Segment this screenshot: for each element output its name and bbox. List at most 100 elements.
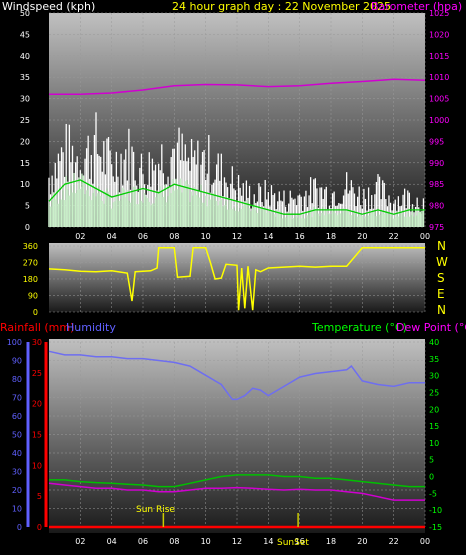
- temperature-axis-tick: -5: [429, 489, 437, 498]
- wind-axis-tick: 5: [25, 202, 30, 211]
- wind-axis-tick: 45: [20, 30, 30, 39]
- temp-x-tick: 12: [232, 537, 242, 546]
- humidity-axis-tick: 20: [12, 486, 22, 495]
- direction-axis-tick: 0: [33, 308, 38, 317]
- wind-title: Windspeed (kph): [2, 0, 95, 13]
- wind-axis-tick: 20: [20, 137, 30, 146]
- humidity-axis-tick: 50: [12, 431, 22, 440]
- barometer-axis-tick: 1015: [429, 52, 449, 61]
- temperature-axis-tick: 10: [429, 439, 439, 448]
- wind-x-tick: 06: [138, 232, 148, 241]
- wind-x-tick: 20: [357, 232, 367, 241]
- barometer-axis-tick: 975: [429, 223, 444, 232]
- temp-x-tick: 10: [201, 537, 211, 546]
- compass-n-top: N: [437, 239, 446, 253]
- wind-x-tick: 10: [201, 232, 211, 241]
- humidity-axis-tick: 90: [12, 357, 22, 366]
- rain-axis-tick: 5: [37, 492, 42, 501]
- direction-axis-tick: 90: [28, 292, 38, 301]
- humidity-axis-tick: 40: [12, 449, 22, 458]
- wind-x-tick: 02: [75, 232, 85, 241]
- humidity-axis-tick: 0: [17, 523, 22, 532]
- wind-x-tick: 12: [232, 232, 242, 241]
- wind-average-line: [48, 179, 425, 215]
- temperature-axis-tick: -15: [429, 523, 442, 532]
- wind-x-tick: 00: [420, 232, 430, 241]
- humidity-line: [48, 350, 425, 401]
- dewpoint-title: Dew Point (°C): [396, 321, 466, 334]
- temp-x-tick: 00: [420, 537, 430, 546]
- humidity-axis-tick: 70: [12, 394, 22, 403]
- direction-axis-tick: 360: [23, 242, 38, 251]
- rain-axis-tick: 10: [32, 461, 42, 470]
- wind-x-tick: 08: [169, 232, 179, 241]
- humidity-axis-tick: 80: [12, 375, 22, 384]
- barometer-line: [49, 78, 426, 96]
- temperature-axis-tick: 30: [429, 372, 439, 381]
- wind-axis-tick: 35: [20, 73, 30, 82]
- direction-axis-tick: 180: [23, 275, 38, 284]
- temp-x-tick: 18: [326, 537, 336, 546]
- humidity-axis-tick: 100: [7, 338, 22, 347]
- temperature-axis-tick: 15: [429, 422, 439, 431]
- rain-axis-tick: 30: [32, 338, 42, 347]
- wind-axis-tick: 15: [20, 159, 30, 168]
- barometer-axis-tick: 1010: [429, 73, 449, 82]
- dewpoint-line: [48, 482, 425, 501]
- temperature-axis-tick: 35: [429, 355, 439, 364]
- tick-labels: 0510152025303540455097598098599099510001…: [7, 9, 450, 546]
- temperature-axis-tick: 5: [429, 456, 434, 465]
- barometer-axis-tick: 1020: [429, 30, 449, 39]
- barometer-axis-tick: 1000: [429, 116, 449, 125]
- wind-direction-line: [48, 247, 425, 311]
- rain-axis-tick: 25: [32, 369, 42, 378]
- temperature-line: [49, 474, 425, 488]
- barometer-axis-tick: 980: [429, 202, 444, 211]
- compass-s: S: [437, 271, 445, 285]
- temperature-axis-tick: 0: [429, 473, 434, 482]
- barometer-title: Barometer (hpa): [371, 0, 462, 13]
- wind-axis-tick: 30: [20, 95, 30, 104]
- temperature-axis-tick: 20: [429, 405, 439, 414]
- graph-title: 24 hour graph day : 22 November 2025: [172, 0, 391, 13]
- temp-x-tick: 16: [295, 537, 305, 546]
- humidity-axis-tick: 60: [12, 412, 22, 421]
- wind-axis-tick: 25: [20, 116, 30, 125]
- compass-n-bottom: N: [437, 303, 446, 317]
- humidity-title: Humidity: [66, 321, 116, 334]
- wind-axis-tick: 0: [25, 223, 30, 232]
- wind-x-tick: 04: [107, 232, 117, 241]
- wind-x-tick: 16: [295, 232, 305, 241]
- compass-w: W: [436, 255, 448, 269]
- humidity-axis-tick: 10: [12, 505, 22, 514]
- wind-x-tick: 18: [326, 232, 336, 241]
- barometer-axis-tick: 995: [429, 137, 444, 146]
- temperature-title: Temperature (°C): [311, 321, 407, 334]
- temp-x-tick: 20: [357, 537, 367, 546]
- temp-x-tick: 02: [75, 537, 85, 546]
- direction-axis-tick: 270: [23, 259, 38, 268]
- series-layer: [48, 78, 426, 529]
- temp-x-tick: 04: [107, 537, 117, 546]
- barometer-axis-tick: 1025: [429, 9, 449, 18]
- barometer-axis-tick: 985: [429, 180, 444, 189]
- rainfall-title: Rainfall (mm): [0, 321, 74, 334]
- temp-x-tick: 14: [263, 537, 273, 546]
- sunset-label: SunSet: [277, 538, 309, 548]
- barometer-axis-tick: 990: [429, 159, 444, 168]
- temp-x-tick: 06: [138, 537, 148, 546]
- wind-x-tick: 14: [263, 232, 273, 241]
- compass-e: E: [437, 287, 445, 301]
- wind-axis-tick: 10: [20, 180, 30, 189]
- barometer-axis-tick: 1005: [429, 95, 449, 104]
- rain-axis-tick: 15: [32, 431, 42, 440]
- sunrise-label: Sun Rise: [136, 505, 175, 515]
- temperature-axis-tick: 25: [429, 388, 439, 397]
- temp-x-tick: 22: [389, 537, 399, 546]
- rain-axis-tick: 0: [37, 523, 42, 532]
- rain-axis-tick: 20: [32, 400, 42, 409]
- wind-x-tick: 22: [389, 232, 399, 241]
- wind-axis-tick: 50: [20, 9, 30, 18]
- temperature-axis-tick: 40: [429, 338, 439, 347]
